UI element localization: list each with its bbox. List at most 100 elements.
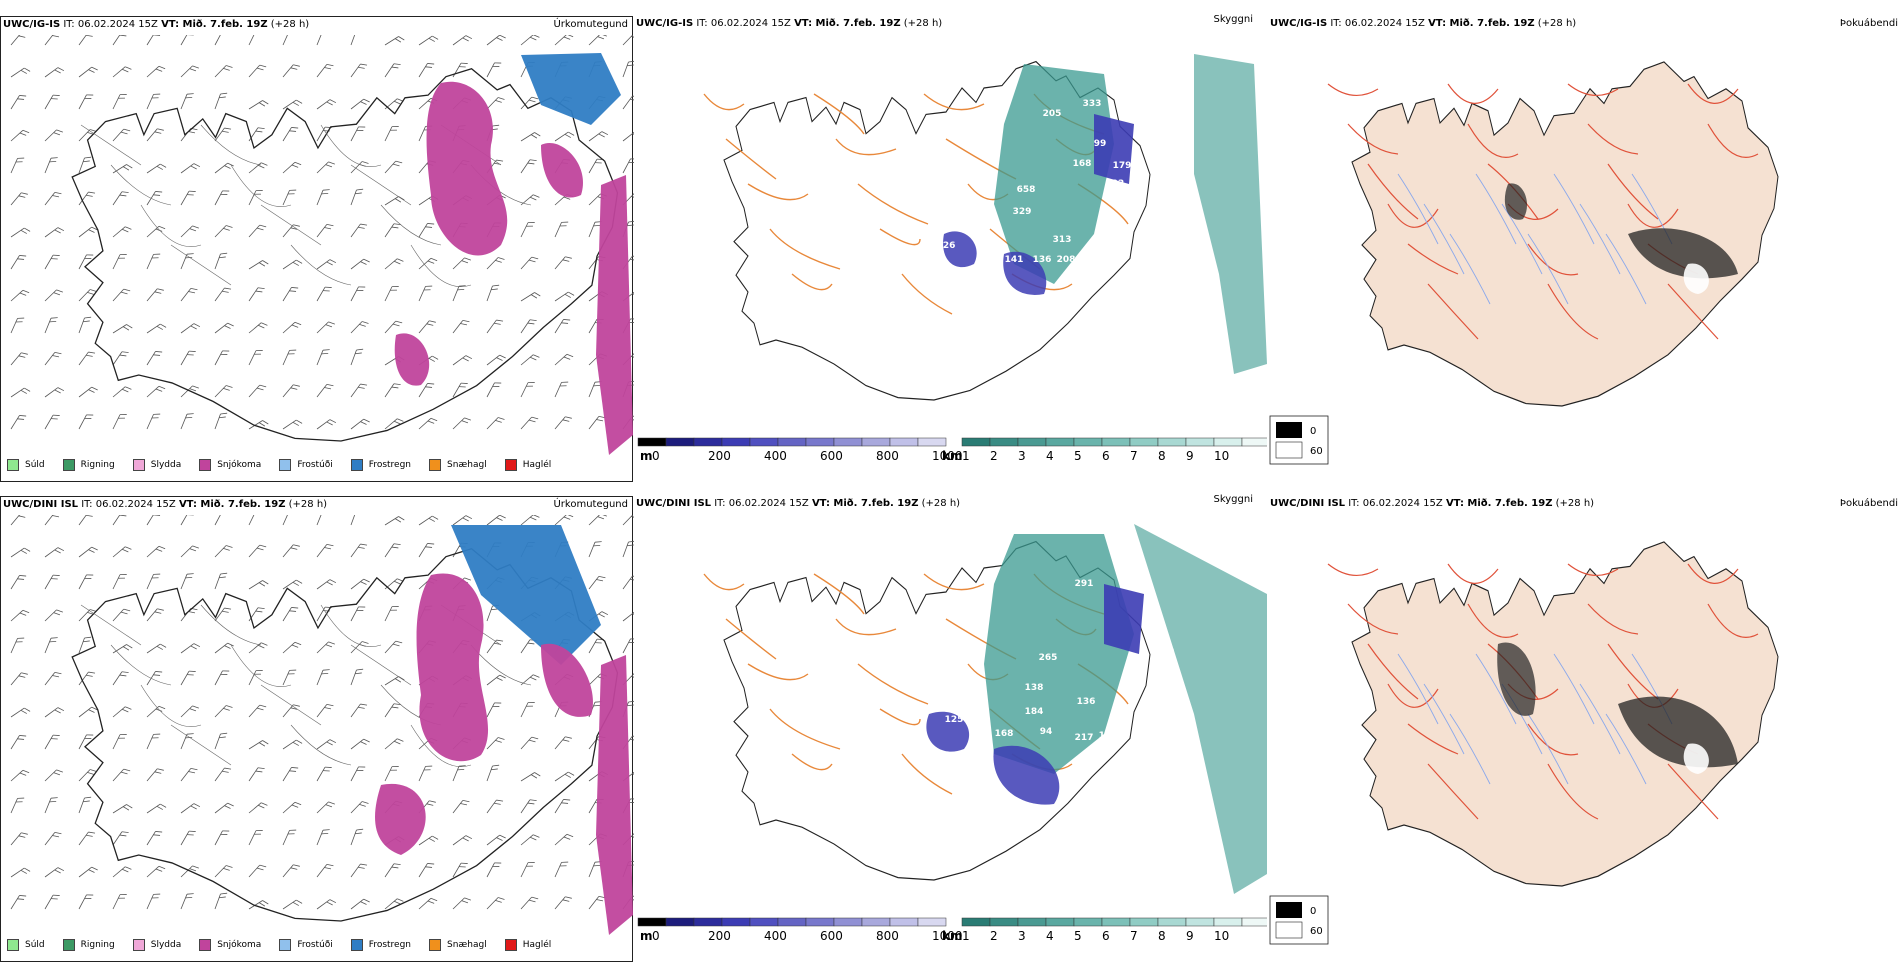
low-ceiling-area [1094,114,1134,184]
wind-barb [589,414,605,433]
wind-barb [113,829,129,848]
wind-barb [487,95,505,113]
wind-barb [79,225,98,241]
visibility-tick-label: 3 [1018,929,1026,943]
ceiling-value-label: 658 [1017,185,1036,195]
fog-index-panel: UWC/IG-IS IT: 06.02.2024 15Z VT: Mið. 7.… [1268,16,1900,482]
wind-barb [215,161,234,177]
wind-barb [351,417,370,433]
wind-barb [351,827,363,847]
wind-barb [45,386,64,402]
road-line [291,245,351,285]
legend-item-frostúði: Frostúði [279,459,332,471]
wind-barb [79,515,95,529]
ceiling-scale-bin [666,438,694,446]
road-line [201,125,261,165]
wind-barb [623,59,634,79]
wind-barb [181,864,199,882]
visibility-scale-bin [1214,438,1242,446]
ceiling-scale-bin [694,438,722,446]
wind-barb [147,766,164,784]
wind-barb [589,574,605,593]
ceiling-value-label: 30 [1162,647,1175,657]
visibility-scale-bin [962,438,990,446]
wind-barb [11,768,29,785]
wind-barb [317,898,336,914]
wind-barb [215,91,227,111]
wind-barb [317,62,333,81]
visibility-scale-bin [1046,438,1074,446]
road-line [291,725,351,765]
valid-time: VT: Mið. 7.feb. 19Z [161,19,268,30]
wind-barb [147,349,162,368]
wind-barb [419,35,438,50]
road-line [321,125,381,167]
visibility-scale-bin [1186,918,1214,926]
road-line [231,645,291,687]
wind-barb [113,127,130,145]
road-line [770,229,840,269]
wind-barb [487,833,506,849]
road-line [880,229,920,245]
wind-barb [147,606,164,624]
road-line [836,139,896,155]
wind-barb [181,515,196,528]
legend-label: Frostregn [369,460,411,470]
wind-barb [147,162,166,178]
wind-barb [147,286,164,304]
wind-barb [555,220,568,240]
road-line [836,619,896,635]
low-ceiling-area [1104,584,1144,654]
wind-barb [521,291,540,306]
ceiling-tick-label: 600 [820,929,843,943]
wind-barb [147,189,162,208]
wind-barb [317,640,335,658]
ceiling-tick-label: 0 [652,929,660,943]
legend-item-snjókoma: Snjókoma [199,939,261,951]
ceiling-value-label: 184 [1025,707,1044,717]
wind-barb [45,93,60,112]
init-time: IT: 06.02.2024 15Z [81,499,176,510]
legend-swatch [199,939,211,951]
wind-barb [385,639,402,657]
wind-barb [521,735,538,753]
wind-barb [487,318,503,337]
wind-barb [45,515,61,529]
legend-swatch [429,939,441,951]
road-line [814,574,864,614]
wind-barb [147,864,165,881]
wind-barb [45,128,63,146]
wind-barb [79,35,95,49]
wind-barb [215,668,229,688]
wind-barb [317,515,330,527]
legend-swatch [351,459,363,471]
snow-area [596,655,633,935]
legend-swatch [505,939,517,951]
wind-barb [283,738,302,754]
wind-barb [79,155,91,175]
valid-time: VT: Mið. 7.feb. 19Z [1446,498,1553,509]
legend-item-rigning: Rigning [63,459,115,471]
wind-barb [113,803,132,818]
wind-barb [249,863,266,881]
wind-barb [351,257,370,273]
valid-time: VT: Mið. 7.feb. 19Z [1428,18,1535,29]
ceiling-scale-bin [862,918,890,926]
legend-label: Súld [25,460,45,470]
wind-barb [147,252,160,272]
wind-barb [249,383,266,401]
wind-barb [45,573,60,592]
wind-barb [79,350,95,369]
wind-barb [283,160,301,177]
wind-barb [249,543,266,561]
visibility-scale-bin [1158,438,1186,446]
legend-swatch [133,939,145,951]
wind-barb [385,701,401,720]
wind-barb [623,539,634,559]
wind-barb [249,188,263,208]
wind-barb [11,93,26,112]
wind-barb [351,319,369,337]
wind-barb [249,285,265,304]
panel-title: Þokuábendi [1840,18,1898,29]
wind-barb [351,124,365,144]
